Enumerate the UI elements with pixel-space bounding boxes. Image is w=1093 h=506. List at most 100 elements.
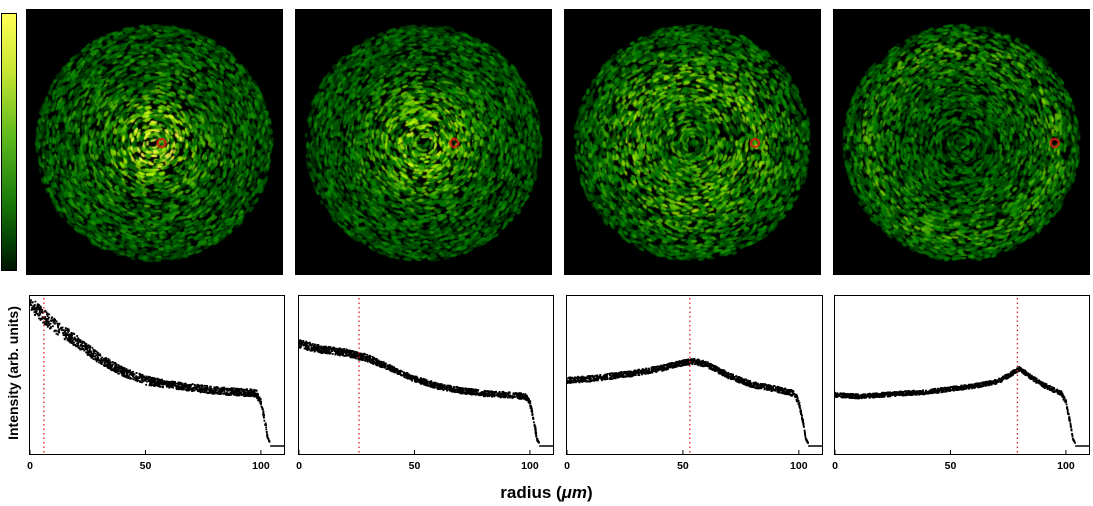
profile-point bbox=[39, 305, 42, 308]
profile-point bbox=[646, 369, 649, 372]
profile-point bbox=[104, 364, 107, 367]
profile-point bbox=[70, 338, 73, 340]
profile-point bbox=[199, 389, 201, 392]
profile-point bbox=[62, 334, 65, 337]
profile-point bbox=[31, 301, 34, 304]
profile-point bbox=[633, 372, 636, 375]
profile-point bbox=[167, 380, 170, 383]
profile-point bbox=[697, 363, 700, 366]
profile-point bbox=[264, 423, 267, 426]
profile-point bbox=[168, 382, 171, 385]
profile-point bbox=[100, 363, 103, 365]
profile-point bbox=[189, 388, 192, 391]
profile-point bbox=[360, 358, 363, 361]
profile-point bbox=[335, 352, 338, 355]
profile-point bbox=[931, 392, 934, 395]
profile-point bbox=[353, 354, 356, 357]
profile-point bbox=[85, 348, 87, 350]
profile-point bbox=[604, 374, 607, 376]
profile-point bbox=[96, 351, 99, 354]
profile-point bbox=[172, 382, 175, 385]
profile-point bbox=[331, 353, 334, 355]
profile-point bbox=[407, 373, 409, 376]
profile-point bbox=[125, 368, 128, 371]
speckle-canvas-1 bbox=[26, 9, 283, 275]
profile-point bbox=[776, 389, 779, 392]
profile-point bbox=[440, 383, 443, 386]
profile-point bbox=[737, 376, 740, 378]
profile-point bbox=[661, 364, 664, 367]
profile-point bbox=[364, 359, 367, 362]
profile-point bbox=[468, 390, 470, 393]
profile-point bbox=[408, 373, 411, 376]
profile-point bbox=[659, 365, 661, 368]
profile-point bbox=[696, 359, 698, 362]
profile-point bbox=[618, 371, 620, 374]
profile-point bbox=[504, 395, 507, 398]
profile-point bbox=[30, 303, 32, 305]
profile-point bbox=[589, 375, 591, 377]
profile-point bbox=[348, 352, 351, 355]
profile-point bbox=[530, 406, 533, 409]
profile-point bbox=[596, 379, 599, 382]
profile-point bbox=[119, 371, 122, 374]
profile-point bbox=[69, 341, 72, 344]
profile-point bbox=[149, 381, 152, 384]
profile-point bbox=[884, 392, 887, 394]
profile-plot-3 bbox=[566, 295, 823, 455]
profile-point bbox=[517, 396, 520, 398]
profile-point bbox=[662, 369, 665, 372]
profile-point bbox=[621, 372, 623, 375]
profile-point bbox=[467, 387, 470, 390]
profile-point bbox=[84, 343, 87, 346]
profile-point bbox=[638, 374, 641, 376]
profile-point bbox=[837, 394, 840, 396]
profile-point bbox=[139, 375, 142, 378]
profile-point bbox=[267, 438, 270, 440]
profile-point bbox=[88, 349, 91, 351]
profile-point bbox=[526, 398, 529, 401]
profile-point bbox=[667, 367, 670, 370]
profile-point bbox=[717, 371, 720, 374]
profile-point bbox=[405, 375, 407, 377]
profile-point bbox=[424, 384, 427, 387]
profile-point bbox=[40, 318, 43, 320]
profile-point bbox=[481, 391, 484, 394]
profile-point bbox=[906, 394, 909, 396]
profile-point bbox=[326, 347, 329, 350]
profile-point bbox=[454, 389, 457, 391]
profile-point bbox=[786, 389, 789, 392]
profile-point bbox=[569, 379, 571, 382]
profile-point bbox=[173, 381, 176, 383]
profile-point bbox=[441, 387, 444, 389]
profile-point bbox=[768, 384, 771, 387]
profile-point bbox=[366, 353, 369, 356]
profile-point bbox=[172, 386, 175, 389]
profile-point bbox=[257, 399, 260, 402]
profile-point bbox=[151, 384, 154, 386]
profile-point bbox=[196, 390, 199, 393]
profile-point bbox=[94, 357, 97, 360]
profile-point bbox=[717, 369, 720, 372]
profile-point bbox=[310, 348, 313, 351]
profile-point bbox=[717, 367, 720, 370]
profile-point bbox=[740, 377, 743, 380]
profile-point bbox=[699, 364, 702, 367]
profile-point bbox=[152, 379, 155, 382]
profile-point bbox=[408, 375, 411, 378]
profile-point bbox=[377, 364, 379, 367]
profile-point bbox=[378, 362, 381, 365]
profile-point bbox=[44, 321, 46, 323]
profile-point bbox=[253, 393, 256, 396]
profile-point bbox=[804, 437, 807, 440]
profile-point bbox=[74, 343, 77, 346]
profile-point bbox=[345, 354, 348, 357]
profile-point bbox=[342, 354, 345, 357]
profile-point bbox=[77, 338, 80, 341]
profile-point bbox=[90, 351, 92, 354]
profile-point bbox=[143, 376, 145, 379]
profile-point bbox=[480, 393, 483, 395]
profile-point bbox=[391, 369, 393, 372]
profile-point bbox=[317, 344, 319, 346]
profile-point bbox=[57, 324, 60, 327]
